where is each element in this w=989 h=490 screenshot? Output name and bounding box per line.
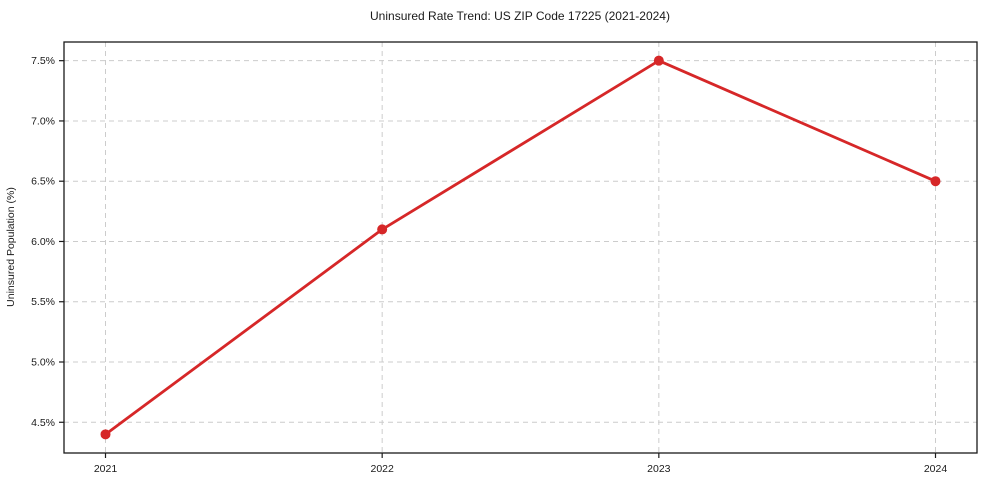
x-tick-label: 2023 bbox=[647, 463, 671, 475]
data-point-marker bbox=[930, 176, 941, 187]
y-tick-label: 5.5% bbox=[31, 296, 55, 308]
x-tick-label: 2024 bbox=[924, 463, 948, 475]
data-point-marker bbox=[100, 429, 111, 440]
y-tick-label: 6.5% bbox=[31, 176, 55, 188]
y-tick-label: 4.5% bbox=[31, 417, 55, 429]
data-point-marker bbox=[377, 224, 388, 235]
y-tick-label: 7.0% bbox=[31, 115, 55, 127]
trend-line-series bbox=[100, 55, 941, 440]
x-tick-label: 2022 bbox=[370, 463, 394, 475]
plot-border bbox=[63, 41, 978, 454]
x-tick-labels: 2021 2022 2023 2024 bbox=[94, 463, 948, 475]
y-axis-label: Uninsured Population (%) bbox=[5, 187, 17, 307]
gridlines bbox=[64, 42, 977, 453]
chart-title: Uninsured Rate Trend: US ZIP Code 17225 … bbox=[370, 9, 670, 23]
y-tick-label: 7.5% bbox=[31, 55, 55, 67]
data-point-marker bbox=[653, 55, 664, 66]
y-tick-label: 5.0% bbox=[31, 357, 55, 369]
y-tick-labels: 4.5% 5.0% 5.5% 6.0% 6.5% 7.0% 7.5% bbox=[31, 55, 55, 429]
y-tick-label: 6.0% bbox=[31, 236, 55, 248]
axis-ticks bbox=[59, 60, 937, 458]
trend-line bbox=[104, 59, 937, 436]
x-tick-label: 2021 bbox=[94, 463, 118, 475]
